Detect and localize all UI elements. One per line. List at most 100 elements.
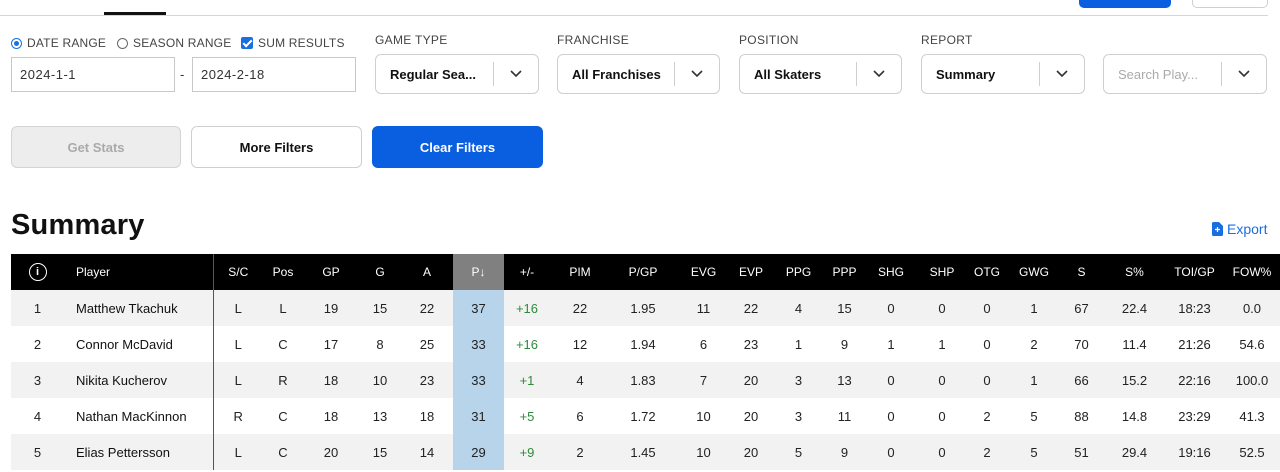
column-header[interactable]: S/C xyxy=(213,254,263,290)
table-cell: L xyxy=(213,362,263,398)
player-search-placeholder: Search Play... xyxy=(1118,66,1198,82)
table-cell: L xyxy=(213,326,263,362)
clear-filters-button[interactable]: Clear Filters xyxy=(372,126,543,168)
table-cell: L xyxy=(213,434,263,470)
table-cell: 1 xyxy=(1009,290,1059,326)
table-cell: 11 xyxy=(676,290,731,326)
table-cell: 9 xyxy=(826,326,863,362)
player-search-select[interactable]: Search Play... xyxy=(1103,54,1267,94)
table-row[interactable]: 4 Nathan MacKinnon R C 18 13 18 31 +5 6 1.72 10 20 3 1… xyxy=(11,398,1280,434)
player-name-link[interactable]: Elias Pettersson xyxy=(64,434,214,470)
table-row[interactable]: 3 Nikita Kucherov L R 18 10 23 33 +1 4 1.83 7 20 3 13 0… xyxy=(11,362,1280,398)
top-secondary-button[interactable] xyxy=(1192,0,1268,8)
table-cell: 21:26 xyxy=(1165,326,1224,362)
position-select[interactable]: All Skaters xyxy=(739,54,902,94)
table-cell: 54.6 xyxy=(1224,326,1280,362)
points-cell: 37 xyxy=(453,290,504,326)
column-header[interactable]: P/GP xyxy=(610,254,676,290)
player-name-link[interactable]: Nathan MacKinnon xyxy=(64,398,214,434)
game-type-select[interactable]: Regular Sea... xyxy=(375,54,539,94)
table-cell: 0.0 xyxy=(1224,290,1280,326)
column-header[interactable]: SHG xyxy=(863,254,919,290)
column-header-sorted[interactable]: P↓ xyxy=(453,254,504,290)
stats-table: i Player S/C Pos GP G A P↓ +/- PIM P/GP … xyxy=(11,254,1280,470)
column-header[interactable]: PPG xyxy=(771,254,826,290)
end-date-input[interactable]: 2024-2-18 xyxy=(192,57,356,92)
column-header[interactable]: EVG xyxy=(676,254,731,290)
info-column-header[interactable]: i xyxy=(11,254,64,290)
table-cell: 10 xyxy=(676,434,731,470)
table-cell: 23:29 xyxy=(1165,398,1224,434)
season-range-radio[interactable]: SEASON RANGE xyxy=(117,36,231,50)
franchise-label: FRANCHISE xyxy=(557,33,630,47)
column-header[interactable]: SHP xyxy=(919,254,965,290)
column-header[interactable]: Pos xyxy=(263,254,303,290)
chevron-down-icon xyxy=(1222,70,1266,78)
column-header[interactable]: S xyxy=(1059,254,1104,290)
radio-unselected-icon xyxy=(117,37,128,49)
table-cell: 10 xyxy=(359,362,401,398)
column-header[interactable]: G xyxy=(359,254,401,290)
table-cell: 66 xyxy=(1059,362,1104,398)
date-range-radio[interactable]: DATE RANGE xyxy=(11,36,106,50)
table-cell: 5 xyxy=(1009,434,1059,470)
table-cell: 18 xyxy=(303,362,359,398)
table-cell: 20 xyxy=(731,434,771,470)
column-header[interactable]: OTG xyxy=(965,254,1009,290)
date-range-label: DATE RANGE xyxy=(27,36,107,50)
table-cell: 1.45 xyxy=(610,434,676,470)
player-name-link[interactable]: Connor McDavid xyxy=(64,326,214,362)
table-cell: 1.94 xyxy=(610,326,676,362)
rank-cell: 3 xyxy=(11,362,64,398)
column-header[interactable]: PIM xyxy=(550,254,610,290)
table-cell: 14.8 xyxy=(1104,398,1165,434)
column-header[interactable]: EVP xyxy=(731,254,771,290)
points-cell: 29 xyxy=(453,434,504,470)
plus-minus-cell: +1 xyxy=(504,362,550,398)
franchise-select[interactable]: All Franchises xyxy=(557,54,720,94)
column-header[interactable]: TOI/GP xyxy=(1165,254,1224,290)
table-cell: 22 xyxy=(401,290,453,326)
table-cell: L xyxy=(263,290,303,326)
export-link[interactable]: Export xyxy=(1212,221,1267,237)
table-row[interactable]: 2 Connor McDavid L C 17 8 25 33 +16 12 1.94 6 23 1 9 1 1… xyxy=(11,326,1280,362)
table-cell: 51 xyxy=(1059,434,1104,470)
table-cell: 1 xyxy=(863,326,919,362)
report-select[interactable]: Summary xyxy=(921,54,1085,94)
table-cell: L xyxy=(213,290,263,326)
select-divider xyxy=(674,62,675,86)
table-cell: 2 xyxy=(965,434,1009,470)
rank-cell: 4 xyxy=(11,398,64,434)
select-divider xyxy=(1221,62,1222,86)
table-cell: 0 xyxy=(863,362,919,398)
table-cell: 23 xyxy=(731,326,771,362)
table-cell: 15.2 xyxy=(1104,362,1165,398)
table-cell: 7 xyxy=(676,362,731,398)
table-cell: 6 xyxy=(550,398,610,434)
get-stats-button[interactable]: Get Stats xyxy=(11,126,181,168)
table-cell: 22 xyxy=(550,290,610,326)
column-header[interactable]: +/- xyxy=(504,254,550,290)
start-date-input[interactable]: 2024-1-1 xyxy=(11,57,175,92)
column-header[interactable]: PPP xyxy=(826,254,863,290)
player-name-link[interactable]: Nikita Kucherov xyxy=(64,362,214,398)
column-header[interactable]: A xyxy=(401,254,453,290)
table-cell: 15 xyxy=(359,434,401,470)
table-row[interactable]: 5 Elias Pettersson L C 20 15 14 29 +9 2 1.45 10 20 5 9… xyxy=(11,434,1280,470)
table-cell: 5 xyxy=(771,434,826,470)
top-primary-button[interactable] xyxy=(1079,0,1171,8)
plus-minus-cell: +5 xyxy=(504,398,550,434)
rank-cell: 2 xyxy=(11,326,64,362)
column-header[interactable]: FOW% xyxy=(1224,254,1280,290)
player-name-link[interactable]: Matthew Tkachuk xyxy=(64,290,214,326)
table-cell: 1 xyxy=(771,326,826,362)
column-header[interactable]: GP xyxy=(303,254,359,290)
sum-results-checkbox[interactable]: SUM RESULTS xyxy=(241,36,345,50)
column-header[interactable]: Player xyxy=(64,254,214,290)
table-cell: 11 xyxy=(826,398,863,434)
table-cell: 0 xyxy=(919,362,965,398)
table-row[interactable]: 1 Matthew Tkachuk L L 19 15 22 37 +16 22 1.95 11 22 4… xyxy=(11,290,1280,326)
more-filters-button[interactable]: More Filters xyxy=(191,126,362,168)
column-header[interactable]: GWG xyxy=(1009,254,1059,290)
column-header[interactable]: S% xyxy=(1104,254,1165,290)
